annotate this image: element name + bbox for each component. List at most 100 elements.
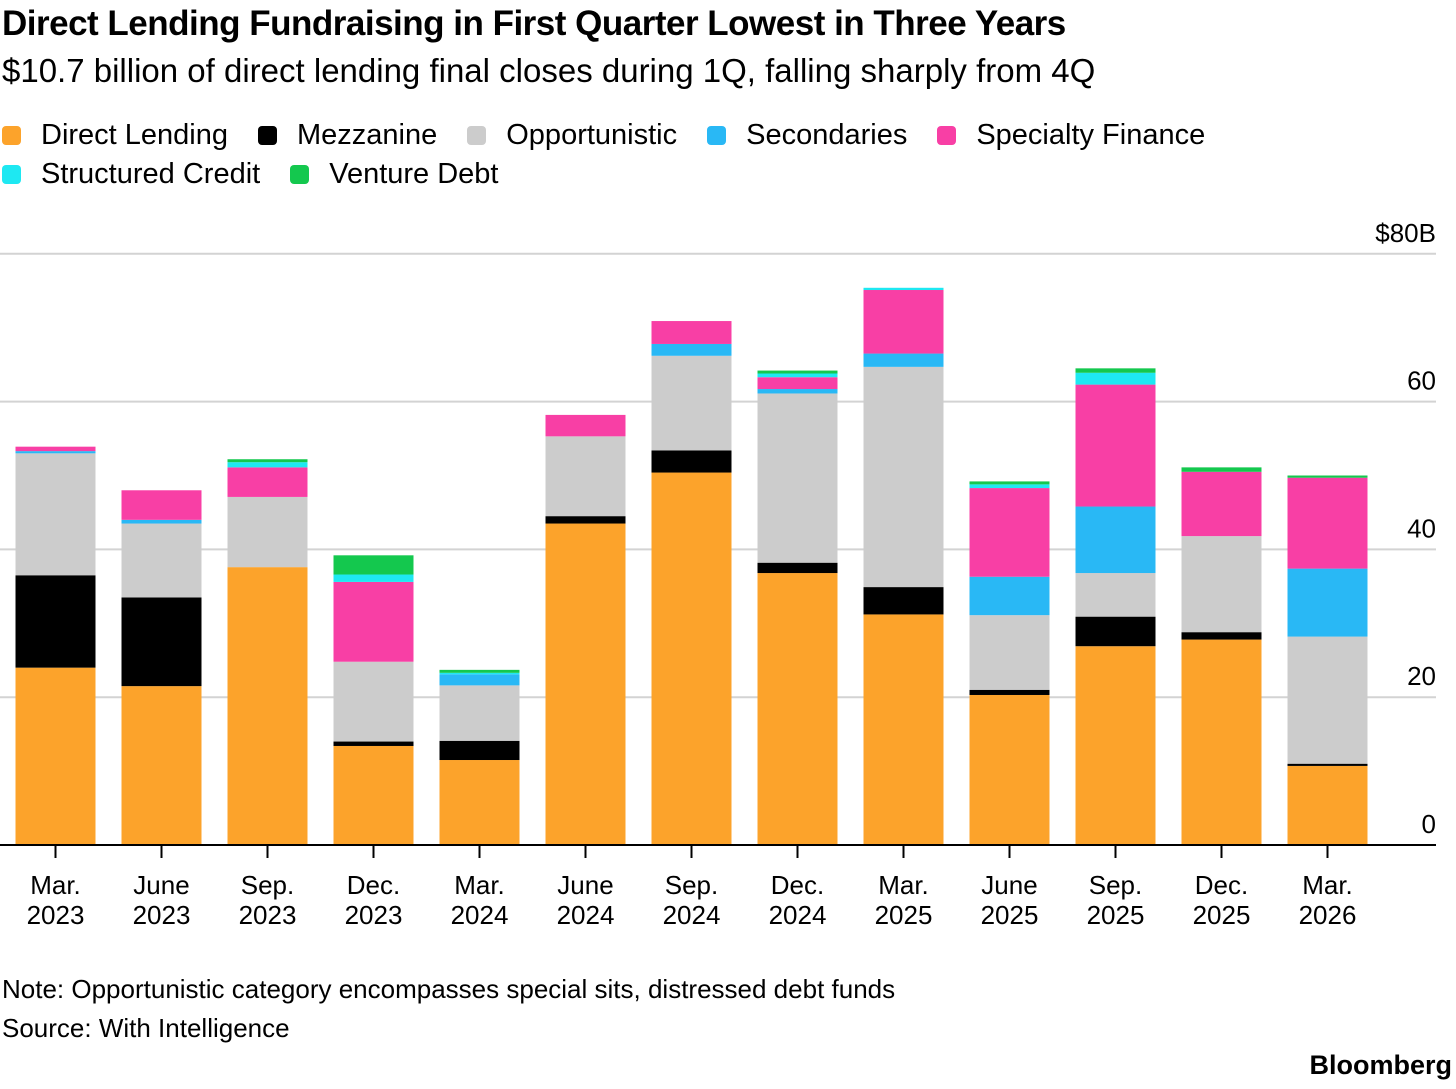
bar-segment-direct-lending — [757, 573, 838, 845]
bar-segment-direct-lending — [969, 694, 1050, 845]
chart-legend: Direct Lending Mezzanine Opportunistic S… — [2, 116, 1442, 194]
x-tick-label: 2023 — [345, 900, 403, 930]
x-tick-label: Sep. — [241, 870, 295, 900]
y-tick-label: 0 — [1422, 809, 1436, 839]
bar-segment-specialty-finance — [1075, 384, 1156, 507]
bar-segment-venture-debt — [969, 481, 1050, 485]
bar-segment-venture-debt — [1181, 467, 1262, 472]
x-tick-label: 2023 — [27, 900, 85, 930]
bar-segment-direct-lending — [227, 567, 308, 845]
legend-label: Specialty Finance — [976, 119, 1206, 151]
bar-segment-venture-debt — [1075, 368, 1156, 373]
legend-item-secondaries: Secondaries — [707, 119, 907, 152]
bar-segment-specialty-finance — [227, 467, 308, 497]
x-tick-label: Dec. — [347, 870, 400, 900]
legend-swatch-secondaries — [707, 126, 727, 145]
bar-segment-mezzanine — [439, 740, 520, 761]
bar-segment-opportunistic — [15, 453, 96, 576]
bar-segment-secondaries — [651, 343, 732, 356]
chart-title: Direct Lending Fundraising in First Quar… — [2, 4, 1066, 43]
bar-segment-opportunistic — [439, 685, 520, 741]
bar-segment-mezzanine — [333, 741, 414, 746]
x-tick-label: Mar. — [878, 870, 929, 900]
bar-segment-direct-lending — [1287, 765, 1368, 845]
bar-segment-direct-lending — [1181, 639, 1262, 845]
bar-segment-specialty-finance — [651, 321, 732, 344]
bar-segment-direct-lending — [1075, 646, 1156, 845]
bar-segment-venture-debt — [227, 459, 308, 463]
y-tick-label: $80B — [1375, 218, 1436, 248]
bar-segment-direct-lending — [863, 614, 944, 845]
x-tick-label: 2024 — [557, 900, 615, 930]
legend-swatch-structured-credit — [2, 165, 21, 184]
bar-segment-secondaries — [439, 674, 520, 686]
bar-segment-opportunistic — [757, 393, 838, 563]
x-tick-label: Dec. — [771, 870, 824, 900]
legend-label: Mezzanine — [297, 119, 438, 151]
bar-segment-direct-lending — [121, 686, 202, 845]
bar-segment-specialty-finance — [15, 446, 96, 452]
bar-segment-structured-credit — [969, 484, 1050, 489]
chart-source: Source: With Intelligence — [2, 1013, 290, 1043]
legend-label: Structured Credit — [41, 158, 261, 190]
bar-segment-venture-debt — [1287, 475, 1368, 478]
x-tick-label: Mar. — [454, 870, 505, 900]
bar-segment-mezzanine — [1287, 763, 1368, 766]
bar-segment-opportunistic — [545, 436, 626, 517]
bar-segment-opportunistic — [969, 615, 1050, 690]
x-tick-label: June — [557, 870, 613, 900]
axes: 0204060$80BMar.2023June2023Sep.2023Dec.2… — [0, 218, 1436, 930]
bar-segment-specialty-finance — [757, 377, 838, 390]
x-tick-label: 2024 — [663, 900, 721, 930]
legend-label: Secondaries — [746, 119, 908, 151]
x-tick-label: June — [981, 870, 1037, 900]
legend-row-2: Structured Credit Venture Debt — [2, 155, 1442, 194]
x-tick-label: 2026 — [1299, 900, 1357, 930]
bar-segment-mezzanine — [863, 587, 944, 615]
bar-segment-opportunistic — [227, 496, 308, 568]
bar-segment-secondaries — [15, 451, 96, 454]
stacked-bar-chart: 0204060$80BMar.2023June2023Sep.2023Dec.2… — [0, 218, 1436, 930]
x-tick-label: 2025 — [1087, 900, 1145, 930]
x-tick-label: June — [133, 870, 189, 900]
x-tick-label: 2024 — [769, 900, 827, 930]
bar-segment-structured-credit — [757, 373, 838, 378]
bar-segment-specialty-finance — [969, 488, 1050, 577]
y-tick-label: 60 — [1407, 366, 1436, 396]
bar-segment-direct-lending — [439, 760, 520, 845]
chart-subtitle: $10.7 billion of direct lending final cl… — [2, 52, 1096, 89]
bar-segment-direct-lending — [333, 745, 414, 845]
legend-item-structured-credit: Structured Credit — [2, 158, 260, 191]
legend-label: Venture Debt — [329, 158, 499, 190]
legend-item-venture-debt: Venture Debt — [290, 158, 499, 191]
bar-segment-specialty-finance — [333, 581, 414, 662]
legend-label: Direct Lending — [41, 119, 228, 151]
bar-segment-secondaries — [1075, 506, 1156, 574]
bar-segment-mezzanine — [15, 575, 96, 668]
y-tick-label: 40 — [1407, 513, 1436, 543]
bloomberg-logo: Bloomberg — [1309, 1050, 1452, 1080]
bar-segment-venture-debt — [757, 370, 838, 374]
x-tick-label: 2025 — [981, 900, 1039, 930]
y-tick-label: 20 — [1407, 661, 1436, 691]
bar-segment-secondaries — [1287, 568, 1368, 637]
legend-item-opportunistic: Opportunistic — [467, 119, 677, 152]
legend-swatch-venture-debt — [290, 165, 310, 184]
bar-segment-specialty-finance — [863, 290, 944, 354]
x-tick-label: 2025 — [1193, 900, 1251, 930]
bar-segment-opportunistic — [1287, 636, 1368, 764]
legend-item-direct-lending: Direct Lending — [2, 119, 228, 152]
x-tick-label: Dec. — [1195, 870, 1248, 900]
bar-segment-direct-lending — [545, 523, 626, 845]
bar-segment-structured-credit — [1075, 372, 1156, 385]
x-tick-label: 2025 — [875, 900, 933, 930]
x-tick-label: 2023 — [239, 900, 297, 930]
legend-swatch-specialty-finance — [937, 126, 957, 145]
bar-segment-mezzanine — [651, 450, 732, 473]
bar-segment-specialty-finance — [1181, 471, 1262, 537]
bar-segment-secondaries — [121, 519, 202, 524]
legend-swatch-direct-lending — [2, 126, 21, 145]
bar-segment-secondaries — [757, 389, 838, 394]
x-tick-label: Mar. — [30, 870, 81, 900]
bar-segment-opportunistic — [651, 355, 732, 451]
